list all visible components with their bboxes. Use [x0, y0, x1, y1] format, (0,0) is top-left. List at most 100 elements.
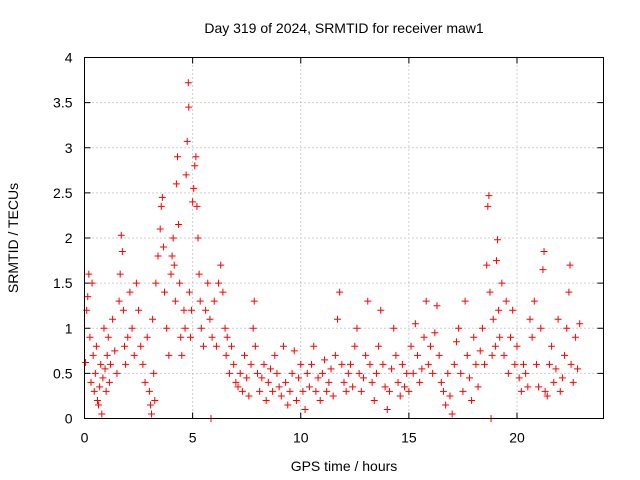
data-point	[543, 392, 551, 400]
data-point	[455, 324, 463, 332]
data-point	[405, 387, 413, 395]
data-point	[192, 153, 200, 161]
data-point	[104, 333, 112, 341]
data-point	[96, 383, 104, 391]
data-point	[465, 374, 473, 382]
data-point	[149, 315, 157, 323]
data-point	[344, 369, 352, 377]
data-point	[494, 236, 502, 244]
y-tick-label: 3.5	[53, 95, 73, 111]
data-point	[526, 315, 534, 323]
data-point	[353, 324, 361, 332]
data-point	[254, 369, 261, 377]
data-point	[168, 252, 176, 260]
data-point	[537, 324, 545, 332]
data-point	[217, 261, 225, 269]
data-point	[325, 378, 333, 386]
data-point	[316, 396, 324, 404]
data-point	[286, 387, 294, 395]
data-point	[349, 383, 357, 391]
data-point	[414, 351, 422, 359]
data-point	[554, 315, 562, 323]
data-point	[84, 293, 92, 301]
data-point	[157, 202, 165, 210]
data-point	[561, 351, 569, 359]
data-point	[532, 360, 540, 368]
data-point	[576, 320, 584, 328]
data-point	[437, 378, 445, 386]
data-point	[225, 369, 233, 377]
data-point	[89, 351, 97, 359]
data-point	[491, 342, 499, 350]
data-point	[522, 369, 530, 377]
data-point	[256, 387, 264, 395]
data-point	[132, 279, 140, 287]
data-point	[249, 324, 257, 332]
data-point	[169, 234, 177, 242]
data-point	[394, 378, 402, 386]
data-point	[342, 387, 350, 395]
data-point	[411, 320, 419, 328]
data-point	[565, 288, 573, 296]
grid	[84, 57, 604, 419]
data-point	[385, 387, 393, 395]
data-point	[282, 378, 290, 386]
data-point	[308, 360, 316, 368]
data-point	[409, 369, 417, 377]
data-point	[178, 351, 186, 359]
data-point	[119, 306, 127, 314]
data-point	[121, 342, 129, 350]
data-point	[82, 359, 90, 367]
data-point	[228, 342, 236, 350]
data-point	[366, 360, 374, 368]
data-point	[165, 351, 173, 359]
y-tick-label: 2.5	[53, 185, 73, 201]
data-point	[372, 369, 380, 377]
data-point	[92, 342, 100, 350]
data-point	[295, 374, 303, 382]
data-point	[183, 137, 191, 145]
data-point	[301, 405, 309, 413]
data-point	[515, 374, 523, 382]
data-point	[185, 103, 193, 111]
data-point	[571, 333, 579, 341]
data-point	[290, 347, 298, 355]
data-point	[180, 306, 188, 314]
x-tick-label: 5	[189, 430, 197, 446]
data-point	[468, 396, 476, 404]
data-point	[461, 297, 469, 305]
data-point	[163, 324, 171, 332]
data-point	[126, 288, 134, 296]
data-point	[396, 392, 404, 400]
data-point	[85, 270, 93, 278]
data-point	[234, 383, 242, 391]
plot-border	[84, 57, 604, 419]
data-point	[481, 360, 489, 368]
data-point	[539, 266, 547, 274]
data-point	[474, 383, 482, 391]
data-point	[271, 351, 279, 359]
data-point	[223, 333, 231, 341]
data-point	[545, 360, 553, 368]
data-point	[511, 360, 519, 368]
data-point	[206, 315, 214, 323]
chart-title: Day 319 of 2024, SRMTID for receiver maw…	[204, 20, 484, 36]
data-point	[210, 297, 218, 305]
data-point	[472, 360, 480, 368]
data-point	[141, 378, 149, 386]
data-point	[485, 192, 493, 200]
data-point	[288, 369, 296, 377]
data-point	[175, 220, 183, 228]
data-point	[338, 360, 346, 368]
x-tick-label: 0	[81, 430, 89, 446]
data-point	[170, 261, 178, 269]
data-point	[431, 329, 439, 337]
data-point	[190, 184, 198, 192]
data-point	[275, 383, 283, 391]
data-point	[321, 356, 329, 364]
y-tick-label: 1	[65, 320, 73, 336]
data-point	[552, 365, 560, 373]
data-point	[310, 342, 318, 350]
data-point	[238, 387, 246, 395]
